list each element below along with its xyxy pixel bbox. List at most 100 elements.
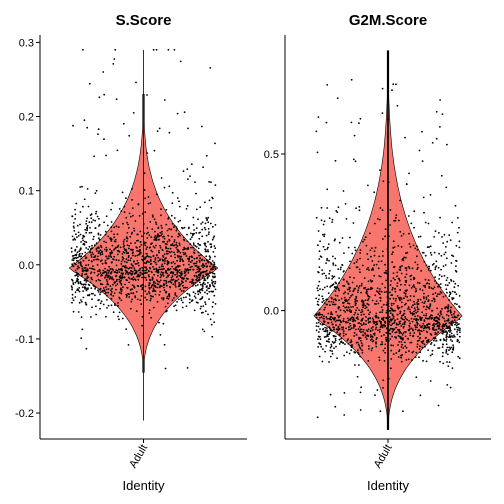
- data-point: [340, 326, 343, 329]
- data-point: [127, 223, 129, 226]
- data-point: [209, 318, 212, 321]
- data-point: [161, 227, 163, 229]
- data-point: [354, 301, 356, 303]
- data-point: [200, 265, 203, 267]
- data-point: [184, 286, 187, 289]
- data-point: [173, 241, 176, 243]
- data-point: [124, 283, 126, 286]
- data-point: [426, 326, 429, 329]
- data-point: [354, 311, 357, 314]
- data-point: [429, 194, 432, 196]
- data-point: [160, 268, 163, 270]
- data-point: [371, 287, 374, 290]
- data-point: [353, 335, 355, 337]
- data-point: [394, 278, 396, 281]
- data-point: [437, 266, 440, 269]
- data-point: [386, 296, 389, 298]
- data-point: [84, 267, 87, 269]
- data-point: [105, 250, 108, 253]
- data-point: [329, 327, 331, 330]
- data-point: [149, 297, 152, 300]
- data-point: [354, 328, 357, 331]
- data-point: [445, 340, 448, 342]
- data-point: [126, 231, 129, 234]
- data-point: [390, 344, 393, 347]
- data-point: [146, 255, 149, 257]
- data-point: [99, 252, 102, 254]
- data-point: [450, 278, 452, 281]
- data-point: [438, 252, 440, 255]
- data-point: [160, 214, 162, 217]
- data-point: [89, 251, 91, 254]
- data-point: [326, 248, 329, 250]
- data-point: [347, 302, 349, 305]
- data-point: [382, 387, 384, 389]
- data-point: [85, 222, 88, 225]
- data-point: [353, 277, 355, 279]
- data-point: [449, 386, 452, 389]
- data-point: [90, 256, 93, 258]
- data-point: [95, 189, 98, 192]
- data-point: [399, 299, 401, 302]
- data-point: [91, 247, 93, 249]
- data-point: [105, 215, 108, 218]
- data-point: [193, 252, 196, 254]
- data-point: [384, 235, 386, 238]
- data-point: [315, 322, 318, 324]
- data-point: [148, 275, 150, 278]
- data-point: [367, 321, 370, 324]
- data-point: [424, 300, 427, 303]
- data-point: [148, 312, 151, 315]
- data-point: [207, 281, 209, 284]
- data-point: [85, 303, 88, 306]
- data-point: [401, 258, 404, 261]
- data-point: [347, 319, 350, 322]
- data-point: [171, 202, 174, 205]
- data-point: [378, 218, 381, 221]
- data-point: [416, 326, 418, 329]
- data-point: [179, 276, 182, 278]
- data-point: [173, 297, 175, 299]
- data-point: [177, 285, 180, 288]
- data-point: [434, 230, 437, 233]
- data-point: [348, 302, 351, 305]
- data-point: [390, 358, 393, 360]
- data-point: [203, 277, 206, 280]
- data-point: [178, 205, 181, 208]
- data-point: [357, 343, 360, 346]
- data-point: [396, 295, 399, 297]
- data-point: [420, 270, 422, 272]
- data-point: [195, 192, 197, 195]
- data-point: [416, 263, 419, 266]
- data-point: [182, 251, 185, 254]
- data-point: [342, 326, 344, 329]
- data-point: [72, 239, 74, 241]
- data-point: [131, 207, 134, 210]
- data-point: [381, 341, 383, 343]
- data-point: [103, 289, 106, 292]
- data-point: [154, 293, 157, 296]
- data-point: [404, 284, 406, 286]
- data-point: [202, 266, 205, 269]
- data-point: [166, 297, 169, 300]
- data-point: [367, 303, 370, 306]
- data-point: [89, 227, 91, 229]
- data-point: [126, 237, 129, 240]
- data-point: [453, 316, 455, 319]
- data-point: [409, 245, 412, 248]
- data-point: [133, 286, 136, 289]
- data-point: [367, 328, 370, 331]
- data-point: [452, 255, 455, 258]
- data-point: [445, 352, 447, 354]
- data-point: [166, 250, 169, 253]
- data-point: [429, 305, 431, 308]
- data-point: [367, 317, 370, 320]
- data-point: [400, 301, 403, 304]
- data-point: [99, 291, 102, 294]
- data-point: [410, 317, 413, 320]
- data-point: [156, 274, 159, 277]
- data-point: [154, 286, 157, 288]
- data-point: [443, 339, 446, 342]
- data-point: [146, 246, 149, 249]
- data-point: [129, 215, 132, 218]
